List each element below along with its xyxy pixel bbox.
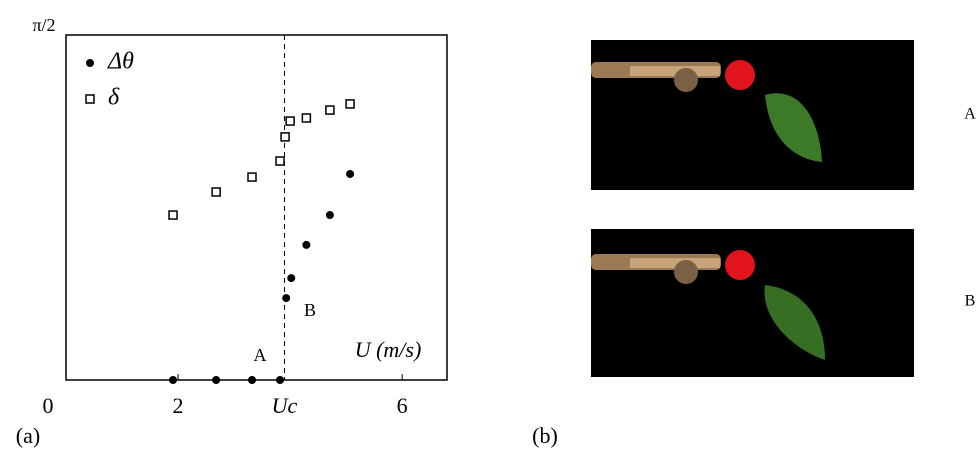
point <box>280 132 290 142</box>
x-axis-label: U (m/s) <box>355 337 422 362</box>
x-tick-label: Uc <box>272 393 298 418</box>
panel-label: (b) <box>532 423 558 448</box>
panel-label: (a) <box>16 423 40 448</box>
point <box>345 99 355 109</box>
legend-label: Δθ <box>107 49 134 75</box>
x-tick-label: 0 <box>43 393 54 418</box>
x-tick-label: 2 <box>173 393 184 418</box>
point <box>325 105 335 115</box>
plot-frame <box>65 34 448 381</box>
point <box>301 113 312 123</box>
point <box>282 294 291 303</box>
point <box>86 59 94 67</box>
point <box>247 172 257 182</box>
photo-a-content <box>591 60 822 162</box>
point <box>211 187 221 197</box>
photo-b <box>591 229 914 377</box>
point <box>287 274 296 283</box>
annotation: A <box>254 345 267 365</box>
point <box>212 376 221 384</box>
point <box>275 156 285 166</box>
y-tick-label: π/2 <box>32 15 55 35</box>
point <box>169 376 178 384</box>
point <box>346 169 355 178</box>
point <box>248 376 257 384</box>
point <box>325 211 334 220</box>
image-label: B <box>965 293 976 310</box>
point <box>85 94 95 104</box>
point <box>276 376 285 384</box>
image-label: A <box>964 106 976 123</box>
point <box>285 116 295 126</box>
point <box>302 240 311 249</box>
x-tick-label: 6 <box>397 393 408 418</box>
annotation: B <box>304 300 316 320</box>
photo-b-content <box>591 250 825 360</box>
point <box>168 210 178 220</box>
legend-label: δ <box>108 85 120 111</box>
